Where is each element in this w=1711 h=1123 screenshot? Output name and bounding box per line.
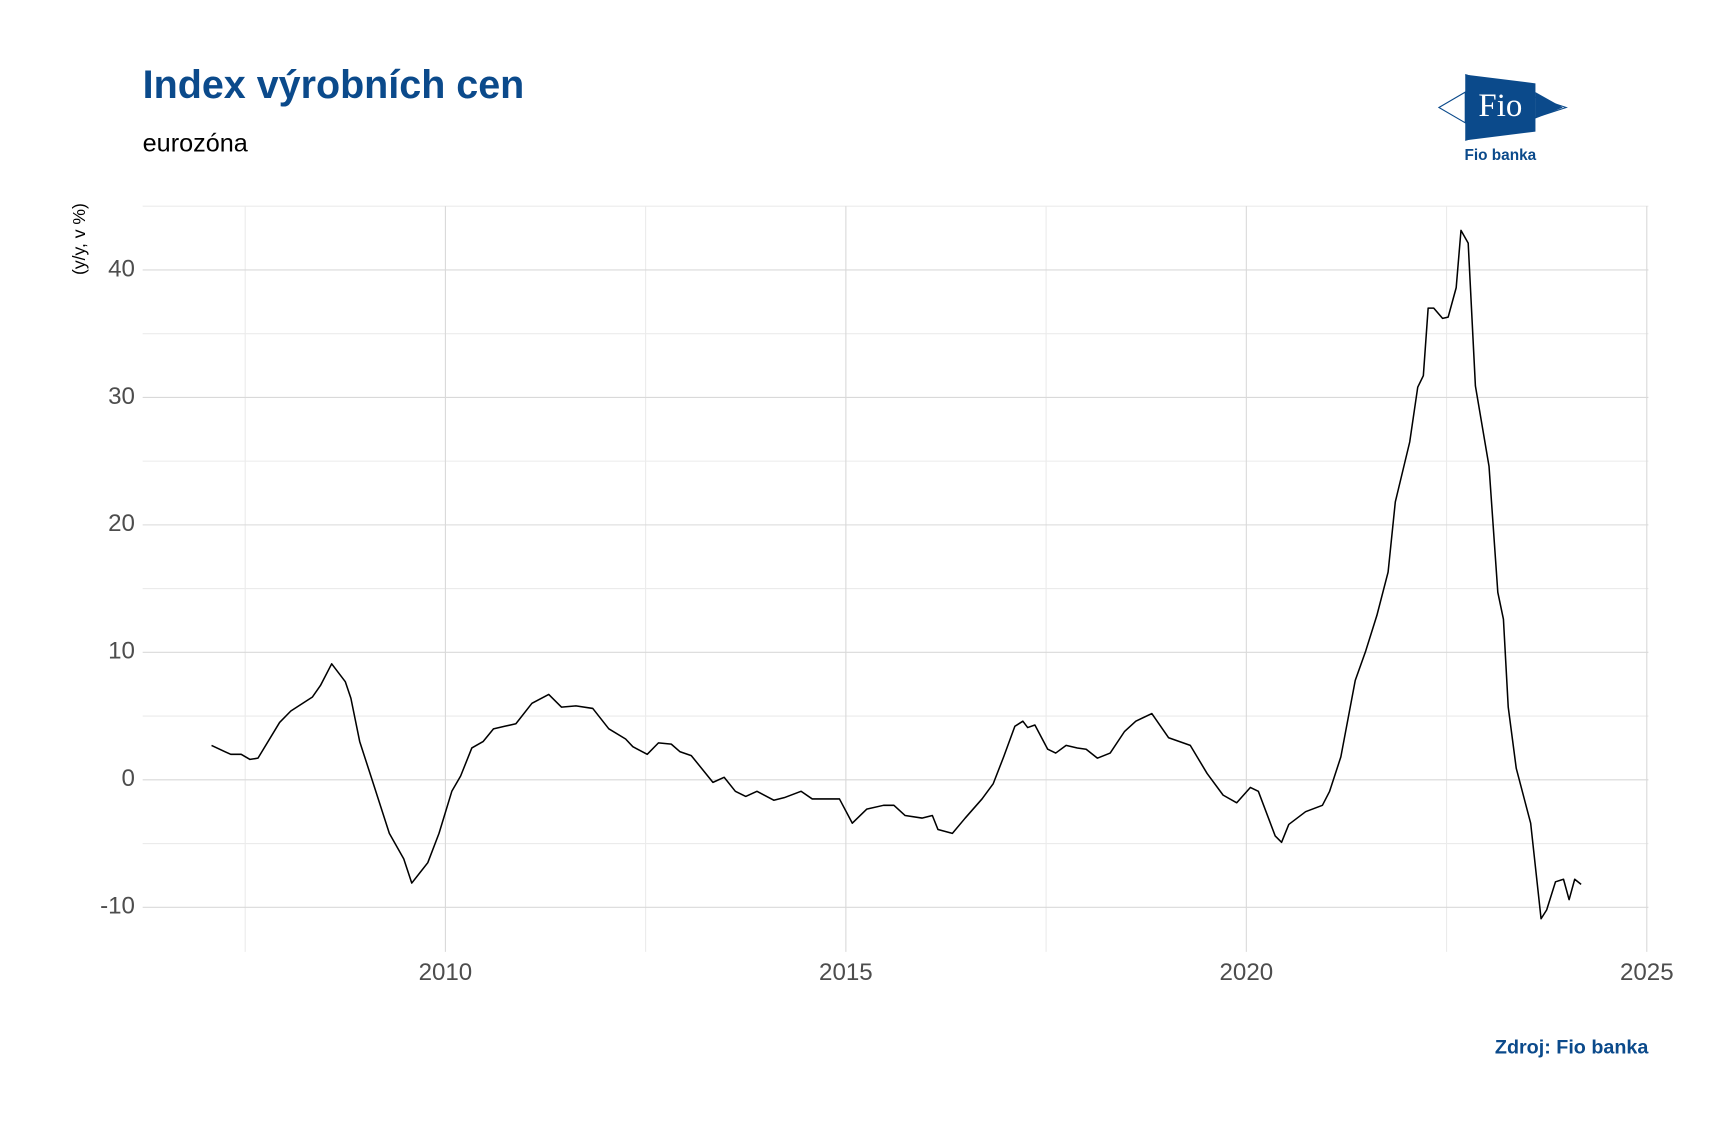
y-tick-label: 30 bbox=[108, 383, 135, 410]
logo-name: Fio banka bbox=[1465, 147, 1537, 164]
logo-right bbox=[1535, 92, 1563, 119]
logo-left bbox=[1437, 91, 1466, 124]
y-tick-label: 40 bbox=[108, 255, 135, 282]
logo: Fio Fio banka bbox=[1437, 74, 1568, 164]
x-tick-label: 2025 bbox=[1620, 959, 1674, 986]
x-tick-label: 2010 bbox=[419, 959, 473, 986]
y-tick-label: -10 bbox=[100, 893, 135, 920]
logo-mark: Fio bbox=[1478, 88, 1522, 124]
y-tick-label: 20 bbox=[108, 510, 135, 537]
y-tick-label: 10 bbox=[108, 638, 135, 665]
logo-body bbox=[1465, 74, 1536, 141]
chart-title: Index výrobních cen bbox=[143, 63, 525, 107]
x-tick-label: 2015 bbox=[819, 959, 873, 986]
y-tick-label: 0 bbox=[122, 765, 135, 792]
source: Zdroj: Fio banka bbox=[1495, 1037, 1650, 1059]
data-line bbox=[211, 229, 1582, 920]
y-axis-label: (y/y, v %) bbox=[69, 203, 89, 275]
x-tick-label: 2020 bbox=[1220, 959, 1274, 986]
chart-subtitle: eurozóna bbox=[143, 129, 249, 157]
